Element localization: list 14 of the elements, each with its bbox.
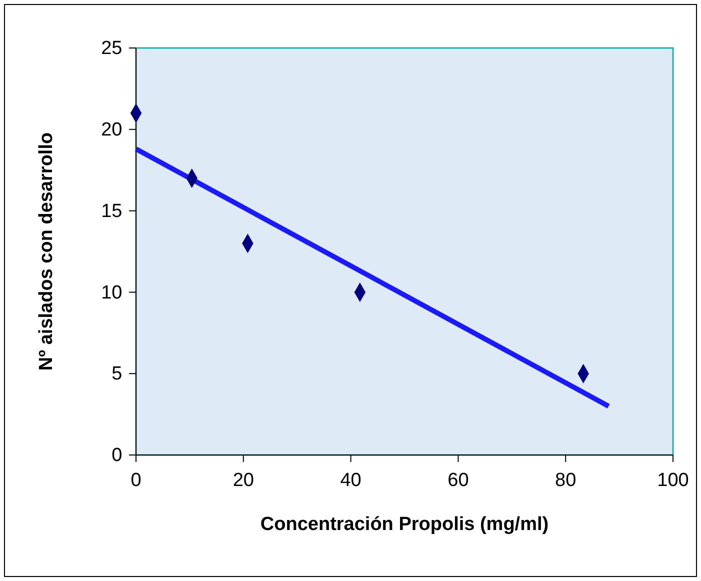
y-tick-label: 0 (112, 445, 122, 466)
y-tick-label: 5 (112, 364, 122, 385)
x-tick-label: 80 (555, 470, 576, 491)
y-tick-label: 15 (101, 200, 122, 222)
y-tick-label: 20 (101, 119, 122, 140)
x-tick-label: 60 (448, 470, 469, 491)
x-tick-label: 0 (130, 470, 142, 491)
y-tick-label: 25 (101, 38, 122, 60)
y-tick-label: 10 (101, 282, 122, 304)
x-tick-label: 100 (657, 470, 689, 491)
y-axis-title: Nº aislados con desarrollo (36, 132, 57, 371)
x-tick-label: 40 (340, 470, 362, 491)
x-tick-label: 20 (232, 470, 254, 491)
x-axis-title: Concentración Propolis (mg/ml) (260, 514, 549, 535)
